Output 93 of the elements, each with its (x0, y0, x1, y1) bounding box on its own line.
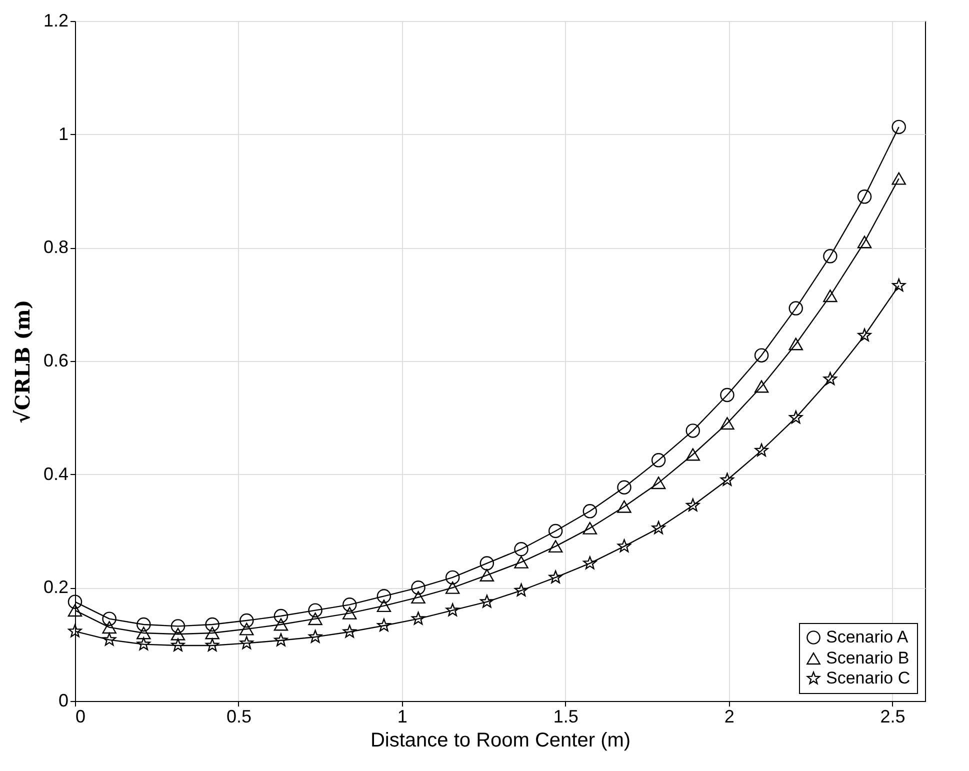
point (411, 591, 426, 604)
point (686, 448, 700, 461)
point (583, 556, 597, 570)
y-tick-label: 0.2 (43, 577, 68, 598)
x-tick-label: 2.5 (880, 706, 906, 726)
x-tick-label: 0 (76, 706, 86, 726)
x-tick-label: 2 (724, 706, 734, 726)
y-tick-label: 0.4 (43, 464, 68, 484)
y-tick-label: 0.8 (43, 237, 68, 258)
point (68, 604, 82, 617)
y-tick-label: 1 (58, 124, 68, 144)
point (823, 290, 838, 302)
legend-label: Scenario B (826, 648, 910, 668)
x-axis-title: Distance to Room Center (m) (370, 730, 631, 752)
point (582, 522, 598, 534)
y-tick-label: 0.6 (43, 350, 68, 370)
point (170, 619, 186, 634)
point (102, 612, 116, 626)
point (720, 417, 734, 430)
point (548, 524, 563, 538)
point (514, 583, 528, 596)
point (342, 606, 357, 620)
point (582, 504, 598, 518)
point (651, 453, 666, 468)
point (274, 633, 288, 646)
point (205, 626, 220, 640)
point (480, 556, 494, 570)
point (240, 636, 254, 650)
legend-label: Scenario A (826, 628, 909, 646)
y-axis-title: √CRLB (m) (10, 300, 34, 424)
point (274, 618, 288, 631)
point (720, 388, 734, 402)
point (892, 120, 906, 134)
point (102, 621, 116, 634)
point (892, 278, 906, 292)
point (686, 498, 700, 512)
point (651, 476, 666, 490)
point (240, 613, 254, 628)
point (788, 338, 803, 350)
y-tick-label: 1.2 (43, 10, 68, 30)
x-tick-label: 1.5 (553, 706, 578, 726)
point (686, 424, 700, 438)
point (754, 443, 768, 456)
point (171, 638, 185, 652)
point (720, 472, 734, 486)
point (823, 249, 838, 264)
point (857, 236, 872, 248)
point (136, 626, 151, 640)
point (480, 594, 494, 608)
point (754, 348, 769, 362)
point (205, 617, 220, 632)
legend-label: Scenario C (826, 668, 910, 688)
point (617, 480, 632, 494)
point (377, 618, 391, 632)
point (376, 589, 392, 604)
point (68, 624, 82, 638)
point (170, 628, 186, 640)
point (548, 570, 562, 584)
point (136, 637, 150, 650)
point (308, 612, 322, 626)
point (617, 539, 632, 552)
point (823, 372, 837, 386)
point (308, 630, 322, 643)
point (514, 556, 528, 568)
point (136, 617, 151, 632)
point (342, 624, 356, 638)
point (411, 580, 426, 595)
point (274, 608, 288, 624)
point (548, 540, 563, 553)
y-tick-label: 0 (58, 690, 68, 710)
point (68, 594, 82, 609)
point (480, 568, 494, 582)
point (788, 301, 803, 316)
point (445, 581, 460, 594)
point (445, 570, 460, 585)
point (376, 600, 392, 612)
point (206, 638, 220, 652)
point (617, 500, 632, 513)
point (446, 603, 460, 616)
x-tick-label: 0.5 (226, 706, 252, 726)
point (754, 380, 769, 393)
x-tick-label: 1 (397, 706, 408, 726)
point (240, 622, 254, 636)
point (789, 410, 803, 424)
point (652, 521, 666, 534)
point (102, 632, 116, 646)
point (858, 328, 872, 342)
point (892, 172, 906, 185)
point (514, 542, 528, 556)
point (308, 603, 322, 618)
point (342, 598, 357, 612)
point (857, 190, 872, 204)
point (411, 612, 426, 625)
